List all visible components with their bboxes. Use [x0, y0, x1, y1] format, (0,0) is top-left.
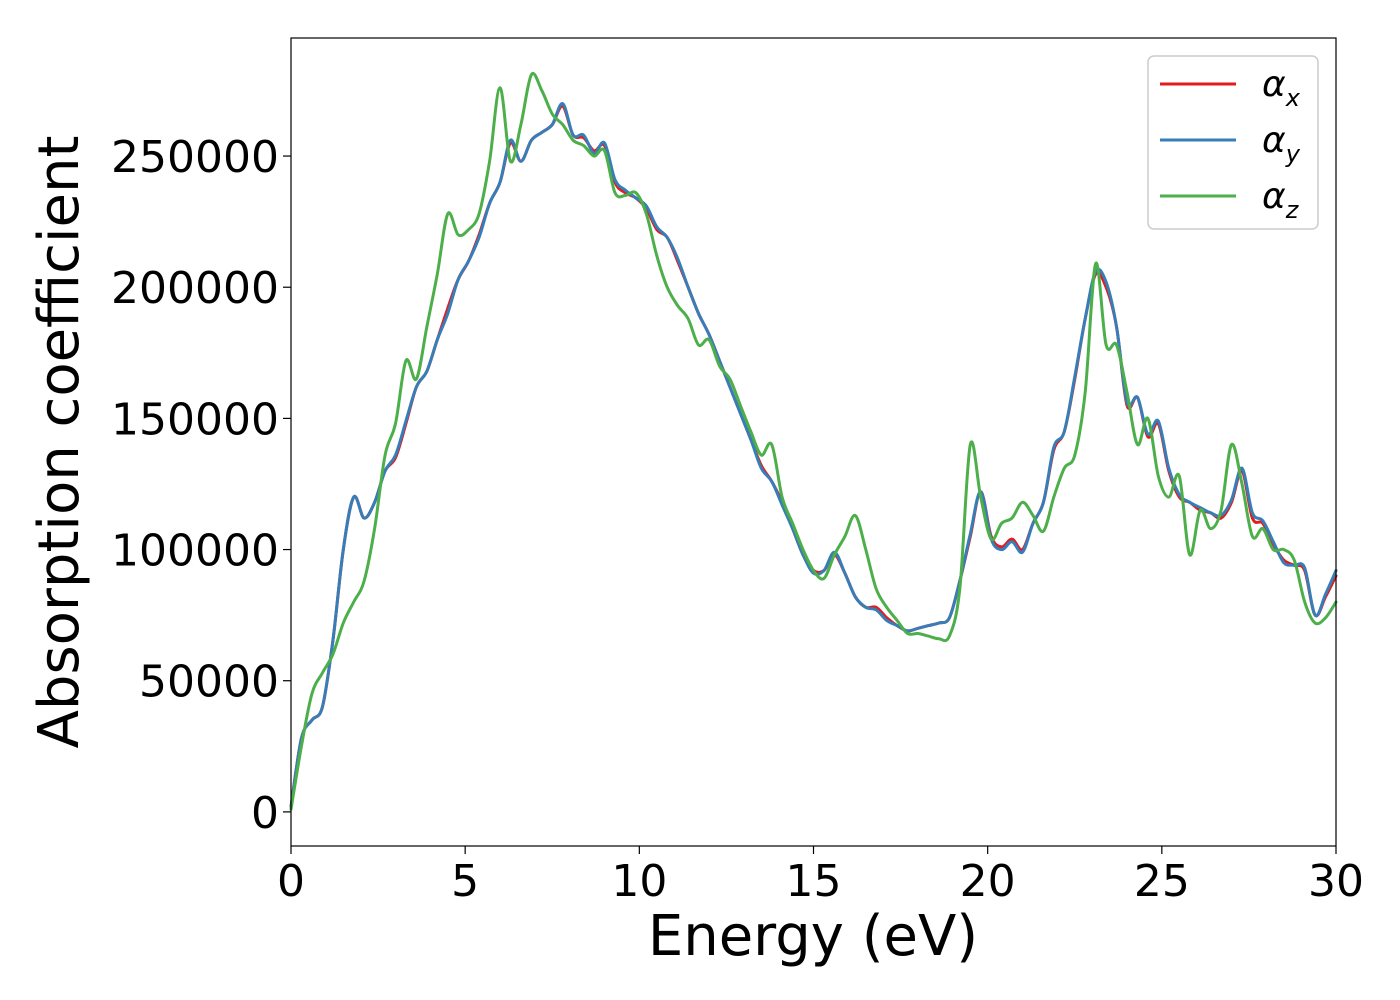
x-tick-label: 15	[786, 856, 842, 907]
series-line-alpha-y	[289, 102, 1338, 809]
y-tick-label: 150000	[111, 394, 279, 445]
y-axis-label: Absorption coefficient	[27, 136, 92, 749]
x-tick-label: 0	[277, 856, 305, 907]
y-tick-label: 250000	[111, 132, 279, 183]
y-tick-label: 100000	[111, 526, 279, 577]
x-tick-label: 5	[451, 856, 479, 907]
x-tick-label: 20	[960, 856, 1016, 907]
y-tick-label: 0	[251, 788, 279, 839]
x-tick-label: 25	[1134, 856, 1190, 907]
x-axis-label: Energy (eV)	[648, 904, 978, 969]
x-tick-label: 10	[611, 856, 667, 907]
series-line-alpha-z	[289, 71, 1338, 811]
x-axis: 0 5 10 15 20 25 30	[277, 846, 1364, 907]
y-tick-label: 50000	[139, 657, 279, 708]
series-group	[289, 71, 1338, 811]
legend-box	[1147, 55, 1319, 230]
y-tick-label: 200000	[111, 263, 279, 314]
x-tick-label: 30	[1308, 856, 1364, 907]
y-axis: 0 50000 100000 150000 200000 250000	[111, 132, 291, 839]
